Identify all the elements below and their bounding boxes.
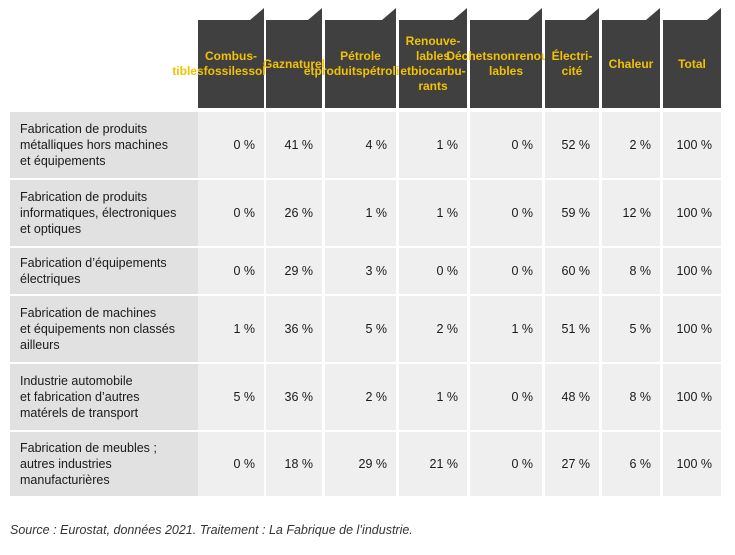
table-cell: 0 % [470,248,542,294]
column-header: Déchetsnonrenouve-lables [446,8,566,108]
table-row: Fabrication de produits métalliques hors … [10,112,721,178]
column-header: Chaleur [602,8,660,108]
table-cell: 100 % [663,432,721,496]
table-cell: 8 % [602,364,660,430]
table-cell: 2 % [399,296,467,362]
column-header-label: Électri-cité [551,49,593,78]
table-cell: 52 % [545,112,599,178]
column-header-label: Pétrole etproduitspétroliers [303,49,418,78]
row-label: Fabrication de meubles ; autres industrie… [10,432,198,496]
row-label: Fabrication de produits métalliques hors … [10,112,198,178]
table-cell: 51 % [545,296,599,362]
column-header: Total [663,8,721,108]
table-cell: 1 % [399,180,467,246]
table-cell: 0 % [198,248,264,294]
table-cell: 8 % [602,248,660,294]
table-cell: 0 % [470,432,542,496]
table-row: Fabrication de meubles ; autres industrie… [10,432,721,496]
column-header: Pétrole etproduitspétroliers [304,8,417,108]
table-cell: 0 % [470,364,542,430]
header-corner-notch [528,8,542,20]
column-header-label: Total [678,56,706,71]
row-label: Fabrication d’équipements électriques [10,248,198,294]
table-cell: 29 % [325,432,396,496]
table-cell: 1 % [325,180,396,246]
table-cell: 0 % [198,432,264,496]
table-row: Fabrication de produits informatiques, él… [10,180,721,246]
table-cell: 0 % [470,180,542,246]
table-cell: 100 % [663,180,721,246]
header-corner-notch [308,8,322,20]
table-cell: 36 % [266,296,322,362]
table-cell: 100 % [663,248,721,294]
table-cell: 5 % [325,296,396,362]
table-cell: 0 % [470,112,542,178]
table-cell: 41 % [266,112,322,178]
table-cell: 12 % [602,180,660,246]
table-row: Industrie automobile et fabrication d’aut… [10,364,721,430]
column-header: Combus-tiblesfossilessolides [172,8,290,108]
table-cell: 100 % [663,112,721,178]
column-header: Électri-cité [545,8,599,108]
column-header: Gaznaturel [263,8,325,108]
table-cell: 1 % [198,296,264,362]
table-cell: 2 % [325,364,396,430]
table-cell: 29 % [266,248,322,294]
table-cell: 1 % [399,112,467,178]
table-cell: 21 % [399,432,467,496]
column-header-label: Gaznaturel [262,56,326,71]
table-row: Fabrication d’équipements électriques 0 % 2… [10,248,721,294]
table-cell: 0 % [198,112,264,178]
table-cell: 4 % [325,112,396,178]
row-label: Fabrication de produits informatiques, él… [10,180,198,246]
header-corner-notch [646,8,660,20]
column-header: Renouve-lables etbiocarbu-rants [399,8,467,108]
header-corner-notch [707,8,721,20]
header-corner-notch [250,8,264,20]
column-header-label: Chaleur [608,56,654,71]
table-cell: 0 % [399,248,467,294]
table-cell: 100 % [663,296,721,362]
row-label: Industrie automobile et fabrication d’aut… [10,364,198,430]
table-cell: 3 % [325,248,396,294]
table-cell: 18 % [266,432,322,496]
header-corner-notch [585,8,599,20]
column-header-label: Renouve-lables etbiocarbu-rants [400,34,466,93]
table-cell: 59 % [545,180,599,246]
table-cell: 36 % [266,364,322,430]
table-cell: 26 % [266,180,322,246]
header-corner-notch [453,8,467,20]
energy-mix-table: Combus-tiblesfossilessolidesGaznaturelPé… [10,8,721,496]
source-note: Source : Eurostat, données 2021. Traitem… [10,523,413,537]
table-cell: 27 % [545,432,599,496]
table-cell: 6 % [602,432,660,496]
table-cell: 1 % [470,296,542,362]
table-row: Fabrication de machines et équipements no… [10,296,721,362]
table-cell: 5 % [602,296,660,362]
header-corner-notch [382,8,396,20]
table-cell: 48 % [545,364,599,430]
table-cell: 1 % [399,364,467,430]
table-cell: 60 % [545,248,599,294]
table-cell: 5 % [198,364,264,430]
table-cell: 100 % [663,364,721,430]
table-cell: 2 % [602,112,660,178]
table-cell: 0 % [198,180,264,246]
row-label: Fabrication de machines et équipements no… [10,296,198,362]
